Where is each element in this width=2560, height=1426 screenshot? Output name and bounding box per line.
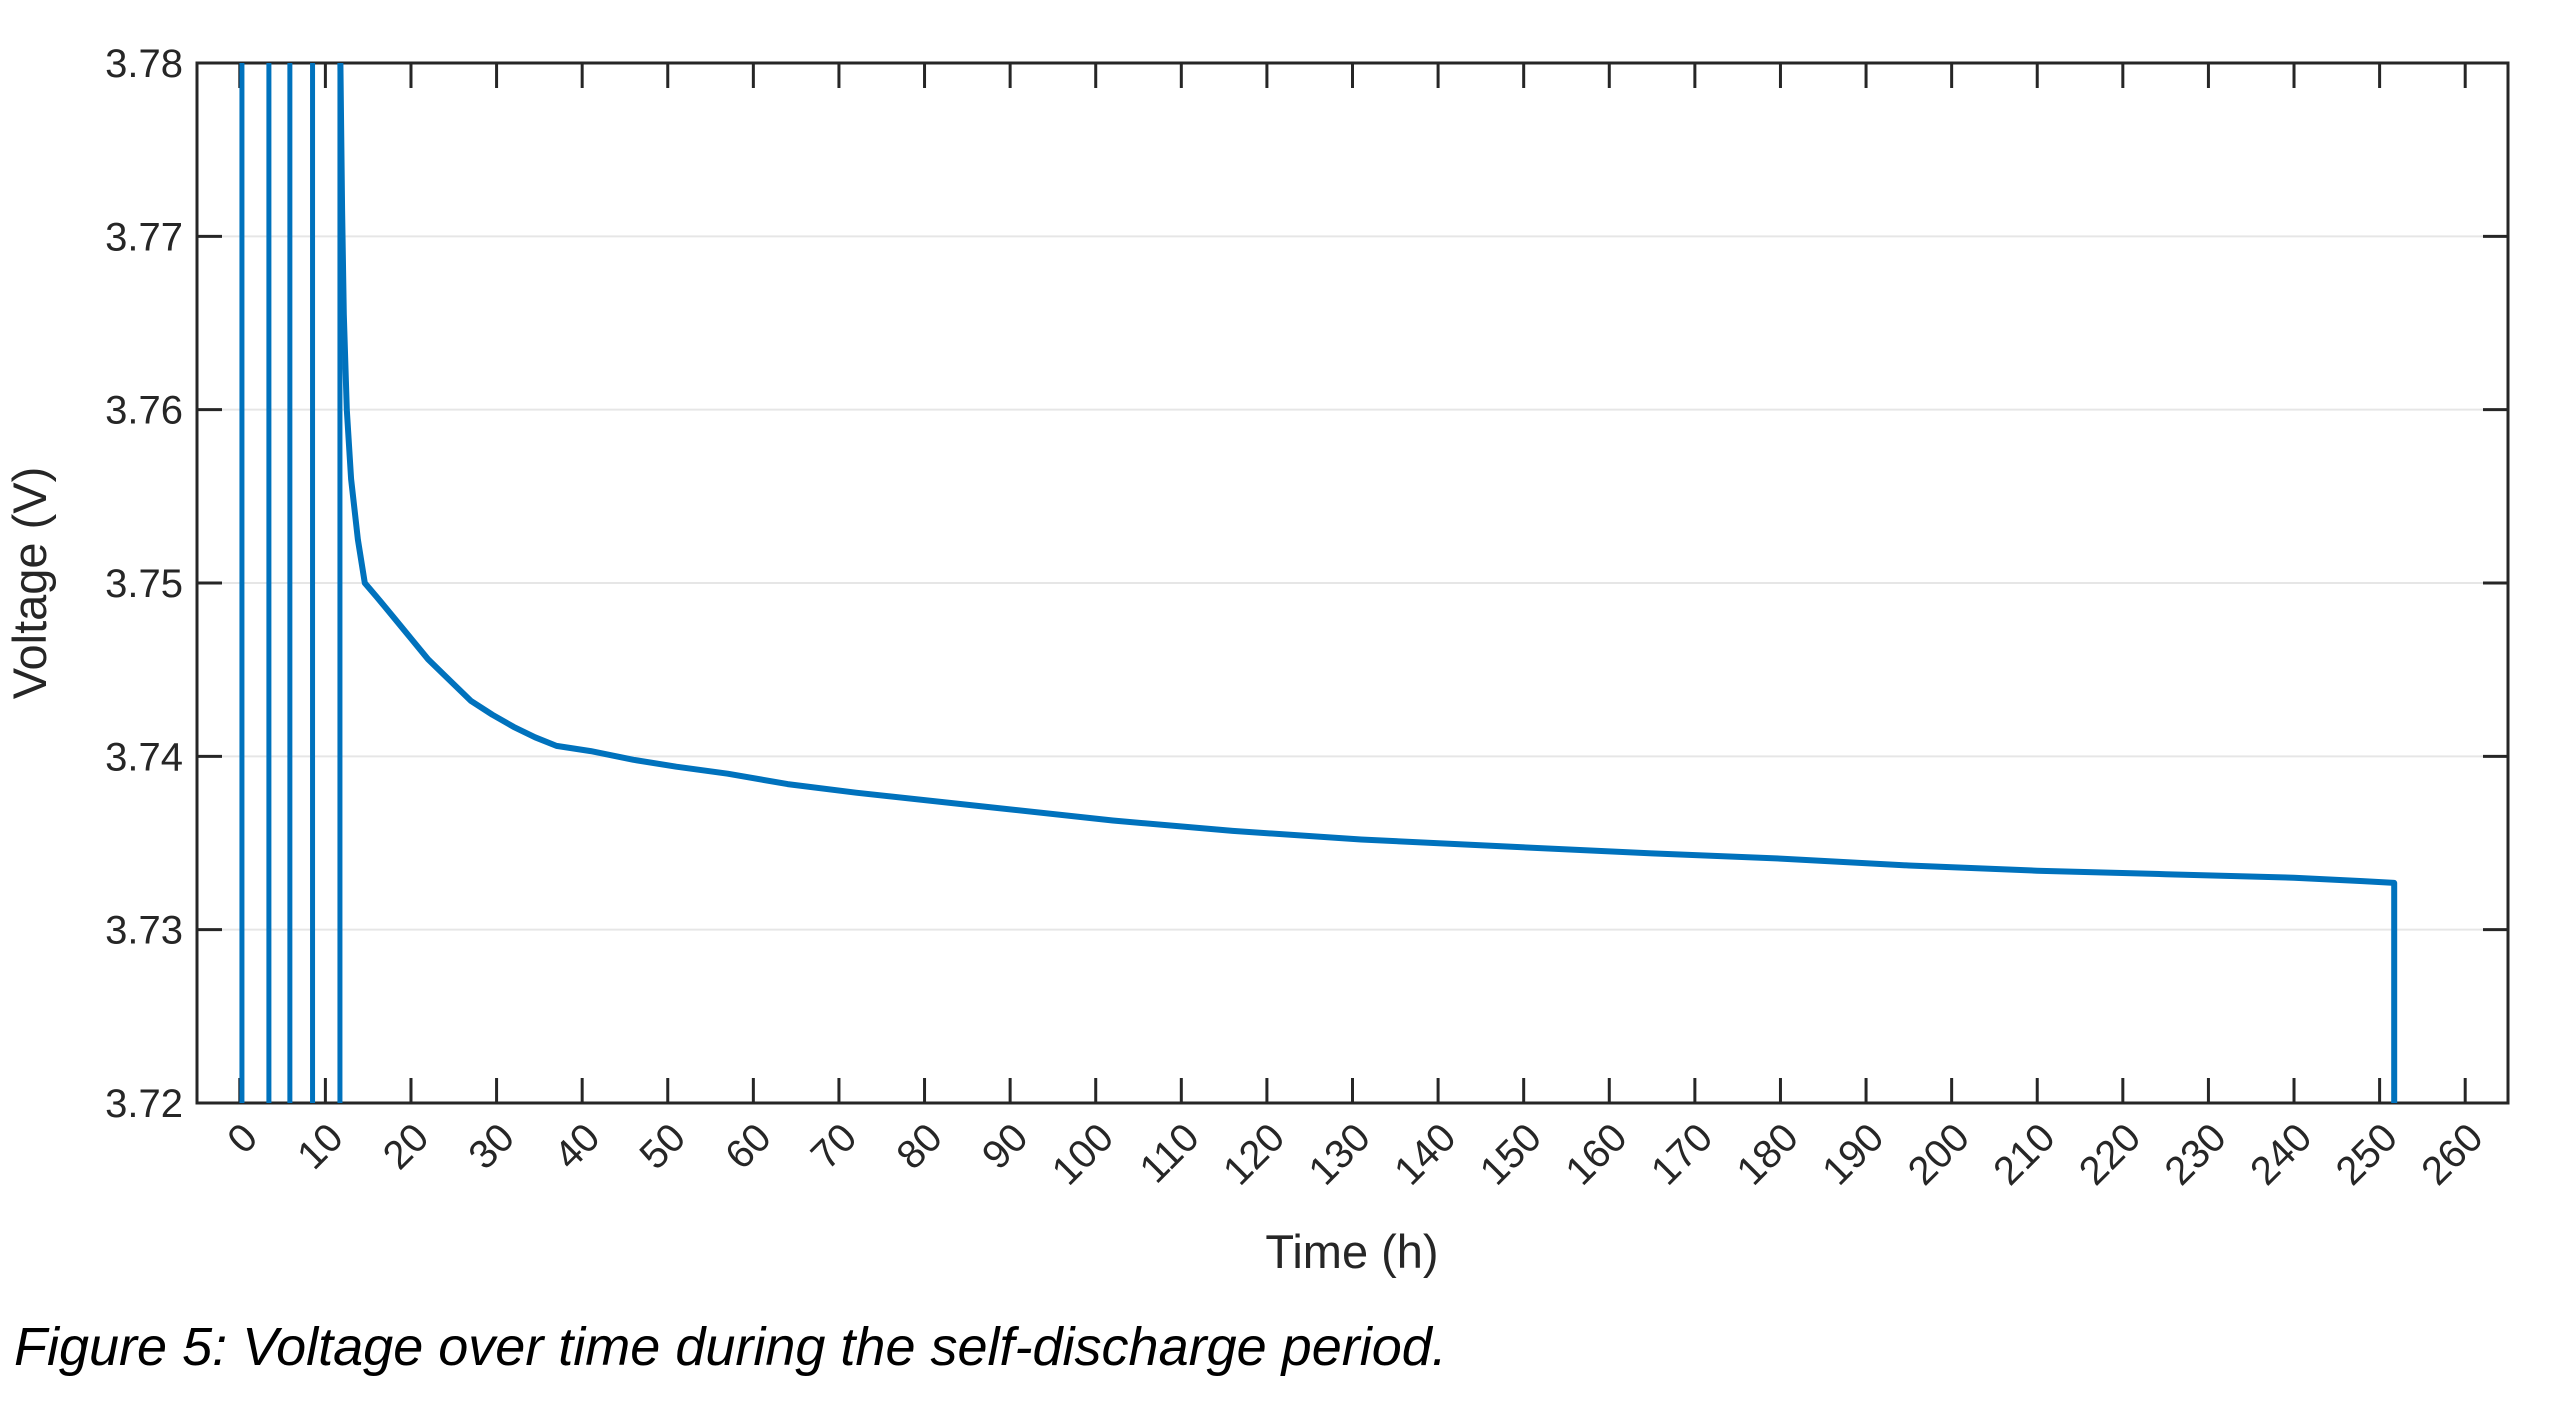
x-tick-label: 250 xyxy=(2328,1115,2406,1193)
x-tick-label: 120 xyxy=(1215,1115,1293,1193)
x-tick-label: 70 xyxy=(803,1115,866,1178)
x-tick-label: 110 xyxy=(1131,1115,1207,1191)
x-tick-label: 20 xyxy=(375,1115,438,1178)
x-tick-label: 260 xyxy=(2413,1115,2491,1193)
self-discharge-decay xyxy=(337,62,2398,1103)
x-tick-label: 130 xyxy=(1301,1115,1379,1193)
data-series xyxy=(239,62,2398,1103)
x-tick-label: 10 xyxy=(289,1115,352,1178)
y-tick-label: 3.72 xyxy=(105,1082,183,1126)
y-tick-label: 3.73 xyxy=(105,909,183,953)
x-tick-label: 220 xyxy=(2071,1115,2149,1193)
axes-box xyxy=(195,61,2510,1105)
plot-border xyxy=(195,61,2510,1105)
x-tick-label: 60 xyxy=(717,1115,780,1178)
y-tick-label: 3.78 xyxy=(105,42,183,86)
x-tick-label: 50 xyxy=(632,1115,695,1178)
y-tick-labels: 3.72 3.73 3.74 3.75 3.76 3.77 3.78 xyxy=(105,42,183,1126)
y-axis-title: Voltage (V) xyxy=(3,467,56,700)
x-tick-labels: 0 10 20 30 40 50 60 70 80 90 100 110 120 130 140 150 160… xyxy=(219,1115,2491,1193)
gridlines xyxy=(197,235,2508,931)
x-tick-label: 150 xyxy=(1472,1115,1550,1193)
x-tick-label: 90 xyxy=(974,1115,1037,1178)
x-tick-label: 140 xyxy=(1386,1115,1464,1193)
x-tick-label: 40 xyxy=(546,1115,609,1178)
x-tick-label: 0 xyxy=(219,1115,266,1162)
figure-caption: Figure 5: Voltage over time during the s… xyxy=(14,1317,1447,1377)
x-tick-label: 100 xyxy=(1044,1115,1122,1193)
y-tick-label: 3.77 xyxy=(105,215,183,259)
x-tick-label: 190 xyxy=(1814,1115,1892,1193)
x-tick-label: 200 xyxy=(1900,1115,1978,1193)
x-tick-label: 210 xyxy=(1985,1115,2063,1193)
x-tick-label: 80 xyxy=(888,1115,951,1178)
x-tick-label: 170 xyxy=(1643,1115,1721,1193)
x-tick-label: 30 xyxy=(460,1115,523,1178)
x-tick-label: 240 xyxy=(2242,1115,2320,1193)
y-tick-label: 3.76 xyxy=(105,389,183,433)
x-tick-label: 230 xyxy=(2156,1115,2234,1193)
y-tick-label: 3.74 xyxy=(105,735,183,779)
y-tick-label: 3.75 xyxy=(105,562,183,606)
x-tick-label: 160 xyxy=(1557,1115,1635,1193)
x-tick-label: 180 xyxy=(1729,1115,1807,1193)
x-axis-title: Time (h) xyxy=(1265,1225,1438,1278)
